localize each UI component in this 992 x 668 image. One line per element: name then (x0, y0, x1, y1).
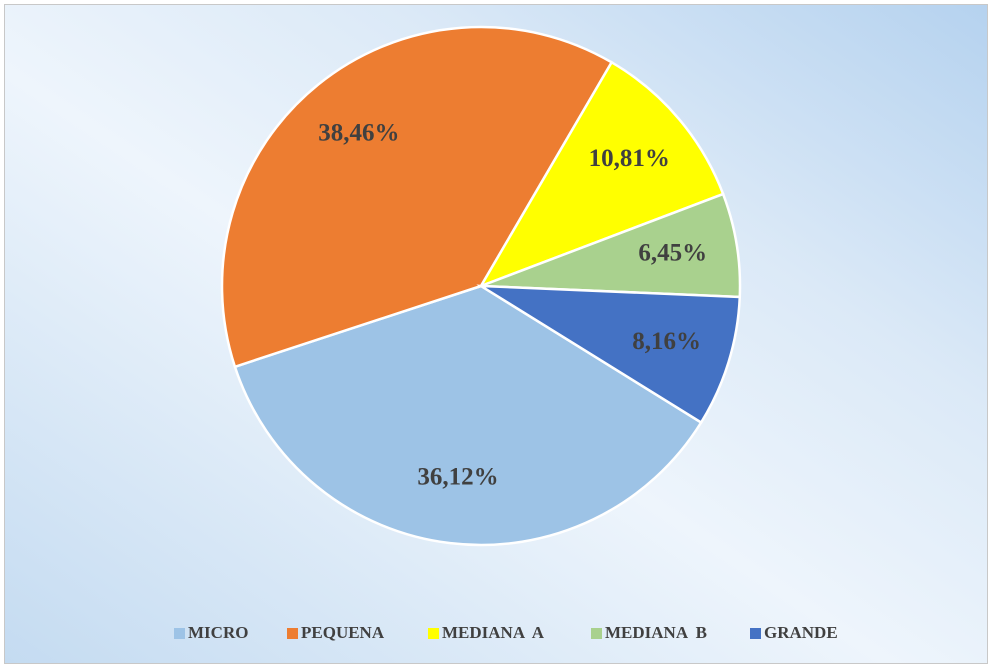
data-label: 10,81% (589, 145, 670, 172)
data-label: 38,46% (318, 120, 399, 147)
legend-label: MEDIANA B (605, 623, 707, 642)
legend-marker (174, 628, 185, 639)
data-label: 36,12% (417, 464, 498, 491)
legend-marker (591, 628, 602, 639)
legend-marker (428, 628, 439, 639)
legend-label: GRANDE (764, 623, 838, 642)
pie-slice (478, 60, 725, 289)
legend-label: PEQUENA (301, 623, 385, 642)
legend-marker (750, 628, 761, 639)
legend-label: MEDIANA A (442, 623, 545, 642)
legend-label: MICRO (188, 623, 248, 642)
legend-marker (287, 628, 298, 639)
pie-slice (220, 25, 614, 369)
data-label: 6,45% (638, 240, 707, 267)
pie-slice (476, 284, 742, 425)
data-label: 8,16% (632, 328, 701, 355)
